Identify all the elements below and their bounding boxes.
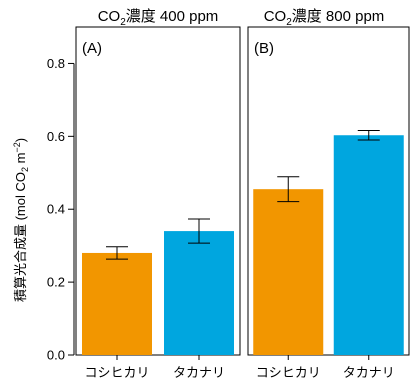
y-tick-label: 0.2 (47, 275, 65, 290)
panel-b-tag: (B) (254, 40, 274, 57)
y-axis: 0.0 0.2 0.4 0.6 0.8 (47, 56, 75, 363)
panel-b-frame (247, 26, 410, 356)
x-tick-label: タカナリ (343, 365, 395, 380)
x-tick-label: コシヒカリ (84, 365, 149, 380)
y-axis-label: 積算光合成量 (mol CO2 m−2) (12, 138, 30, 302)
bar (333, 135, 404, 355)
x-tick-label: タカナリ (173, 365, 225, 380)
bar (82, 252, 152, 355)
panel-b-title-prefix: CO (264, 8, 287, 25)
panel-a-tag: (A) (82, 40, 102, 57)
panel-a-title-prefix: CO (98, 8, 121, 25)
panel-a-frame (75, 26, 241, 356)
y-axis-label-sup: −2 (12, 142, 22, 152)
panel-b: CO2濃度 800 ppm (B) コシヒカリ タカナリ (247, 8, 410, 380)
y-axis-label-sub: 2 (20, 167, 30, 172)
bar (253, 189, 324, 355)
y-axis-label-suffix: ) (13, 138, 28, 142)
bar (164, 231, 234, 355)
y-tick-label: 0.0 (47, 348, 65, 363)
panel-b-title-suffix: 濃度 800 ppm (292, 8, 385, 25)
panel-a-title: CO2濃度 400 ppm (98, 8, 219, 28)
y-tick-label: 0.8 (47, 56, 65, 71)
y-tick-label: 0.6 (47, 129, 65, 144)
panel-b-title-sub: 2 (286, 17, 292, 28)
y-axis-label-prefix: 積算光合成量 (mol CO (13, 172, 28, 302)
panel-b-title: CO2濃度 800 ppm (264, 8, 385, 28)
y-tick-label: 0.4 (47, 202, 65, 217)
panel-a-title-sub: 2 (120, 17, 126, 28)
panel-a-title-suffix: 濃度 400 ppm (126, 8, 219, 25)
panel-a: CO2濃度 400 ppm (A) コシヒカリ タカナリ (75, 8, 241, 380)
y-axis-label-mid: m (13, 153, 28, 167)
x-tick-label: コシヒカリ (256, 365, 321, 380)
